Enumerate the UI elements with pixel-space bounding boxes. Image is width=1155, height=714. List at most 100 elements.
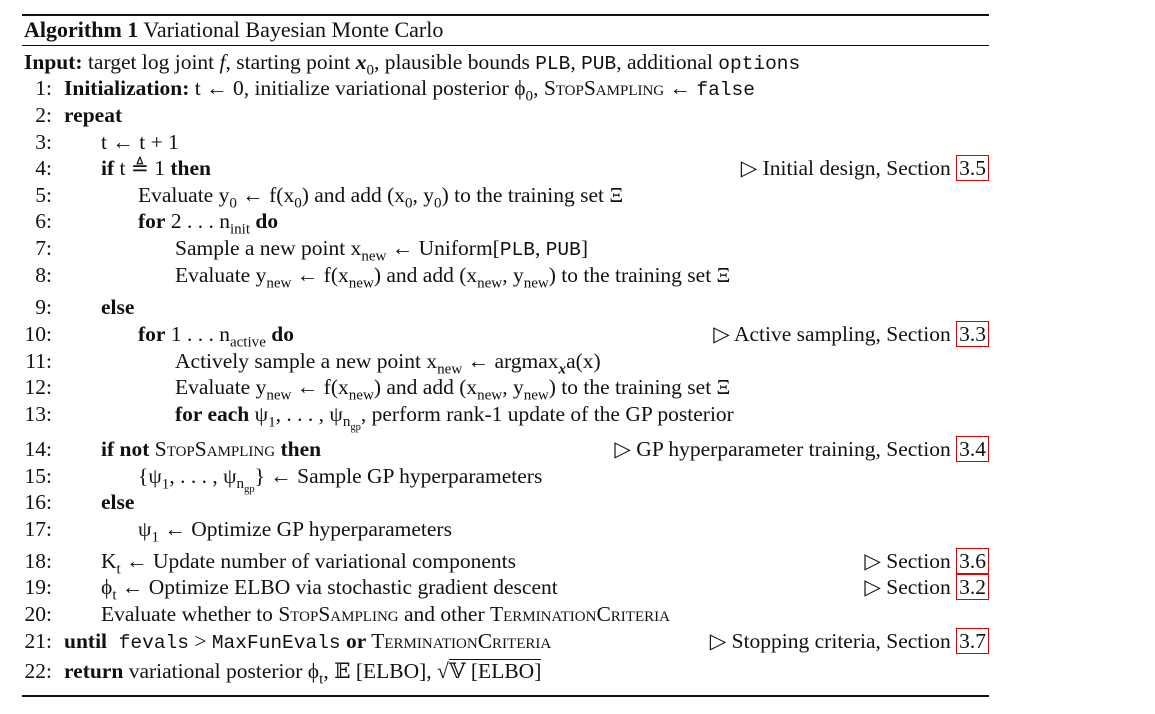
section-link[interactable]: 3.6 (956, 548, 989, 574)
comment: ▷ Section 3.6 (864, 548, 989, 575)
keyword: until (64, 629, 108, 653)
code-text: MaxFunEvals (211, 632, 341, 654)
section-link[interactable]: 3.4 (956, 436, 989, 462)
code-text: PLB (499, 239, 535, 261)
subscript: 1 (161, 476, 170, 493)
subscript: new (266, 387, 292, 404)
input-options: options (718, 53, 801, 75)
subscript: new (477, 275, 503, 292)
small-caps: StopSampling (149, 437, 276, 461)
input-x0: x (355, 50, 367, 74)
subscript: t (112, 587, 117, 604)
line-text: ) and add (x (373, 263, 478, 287)
line-text: K (101, 549, 117, 573)
algo-line-7: 7: Sample a new point xnew ← Uniform[PLB… (0, 235, 1155, 264)
line-text: ← Update number of variational component… (120, 549, 516, 573)
line-number: 13: (24, 402, 52, 426)
keyword: return (64, 659, 124, 683)
line-text: {ψ (138, 464, 162, 488)
comment-text: ▷ Stopping criteria, Section (709, 629, 957, 653)
subscript: ngp (342, 414, 361, 434)
line-text: > (188, 629, 212, 653)
algo-line-16: 16: else (0, 489, 1155, 516)
line-number: 14: (24, 437, 52, 461)
line-number: 18: (24, 549, 52, 573)
subscript: 0 (434, 195, 442, 212)
bottom-rule (22, 695, 989, 697)
input-text: , plausible bounds (373, 50, 536, 74)
line-number: 19: (24, 575, 52, 599)
line-text: , (533, 76, 544, 100)
line-text: ← Optimize ELBO via stochastic gradient … (116, 575, 558, 599)
line-text: , y (412, 183, 435, 207)
line-text: and other (398, 602, 490, 626)
subscript: active (229, 334, 266, 351)
small-caps: StopSampling (543, 76, 665, 100)
top-rule (22, 14, 989, 16)
comment-text: ▷ Active sampling, Section (713, 322, 957, 346)
input-text: , additional (616, 50, 719, 74)
algo-line-1: 1: Initialization: t ← 0, initialize var… (0, 75, 1155, 104)
algo-line-21: 21: until fevals > MaxFunEvals or Termin… (0, 628, 1155, 655)
line-text: ← Uniform[ (386, 236, 500, 260)
subscript: new (348, 275, 374, 292)
small-caps: TerminationCriteria (371, 629, 552, 653)
line-number: 20: (24, 602, 52, 626)
keyword: for (138, 322, 166, 346)
subscript: new (266, 275, 292, 292)
code-text: PUB (545, 239, 581, 261)
keyword: for each (175, 402, 250, 426)
keyword: do (250, 209, 279, 233)
line-text: ) and add (x (373, 375, 478, 399)
algo-line-20: 20: Evaluate whether to StopSampling and… (0, 601, 1155, 628)
line-text: ) to the training set Ξ (441, 183, 624, 207)
subscript: ngp (236, 476, 255, 496)
algo-line-3: 3: t ← t + 1 (0, 129, 1155, 156)
algo-line-17: 17: ψ1 ← Optimize GP hyperparameters (0, 516, 1155, 545)
input-plb: PLB (535, 53, 571, 75)
line-text: ← f(x (291, 263, 349, 287)
line-number: 7: (35, 236, 52, 260)
line-text: ) to the training set Ξ (548, 375, 731, 399)
algo-line-15: 15: {ψ1, . . . , ψngp} ← Sample GP hyper… (0, 463, 1155, 496)
section-link[interactable]: 3.7 (956, 628, 989, 654)
line-text: , (534, 236, 546, 260)
algo-line-10: 10: for 1 . . . nactive do ▷ Active samp… (0, 321, 1155, 351)
line-number: 4: (35, 156, 52, 180)
line-text: ) to the training set Ξ (548, 263, 731, 287)
keyword: if (101, 156, 115, 180)
section-link[interactable]: 3.2 (956, 574, 989, 600)
line-text: Evaluate y (175, 375, 267, 399)
sqrt-term: 𝕍 [ELBO] (448, 659, 542, 683)
input-pub: PUB (581, 53, 617, 75)
keyword: if not (101, 437, 150, 461)
keyword: or (340, 629, 372, 653)
line-text: a(x) (566, 349, 601, 373)
line-text: , y (502, 263, 524, 287)
line-number: 2: (35, 103, 52, 127)
line-number: 22: (24, 659, 52, 683)
algo-line-19: 19: ϕt ← Optimize ELBO via stochastic gr… (0, 574, 1155, 604)
keyword: do (265, 322, 294, 346)
line-text: ψ (138, 517, 152, 541)
line-text: t ≜ 1 (114, 156, 171, 180)
line-text: ← Optimize GP hyperparameters (159, 517, 452, 541)
title-rule (22, 45, 989, 46)
line-text: ← (664, 76, 697, 100)
line-text: 1 . . . n (165, 322, 230, 346)
line-text: ← argmax (462, 349, 559, 373)
code-text: fevals (107, 632, 189, 654)
line-number: 1: (35, 76, 52, 100)
line-number: 9: (35, 295, 52, 319)
line-number: 3: (35, 130, 52, 154)
section-link[interactable]: 3.3 (956, 321, 989, 347)
algo-line-2: 2: repeat (0, 102, 1155, 129)
algo-line-22: 22: return variational posterior ϕt, 𝔼 [… (0, 658, 1155, 687)
input-text: , starting point (225, 50, 356, 74)
subscript: new (523, 387, 549, 404)
keyword: then (275, 437, 322, 461)
section-link[interactable]: 3.5 (956, 155, 989, 181)
keyword: repeat (64, 103, 123, 127)
keyword: then (170, 156, 212, 180)
input-text: target log joint (87, 50, 220, 74)
